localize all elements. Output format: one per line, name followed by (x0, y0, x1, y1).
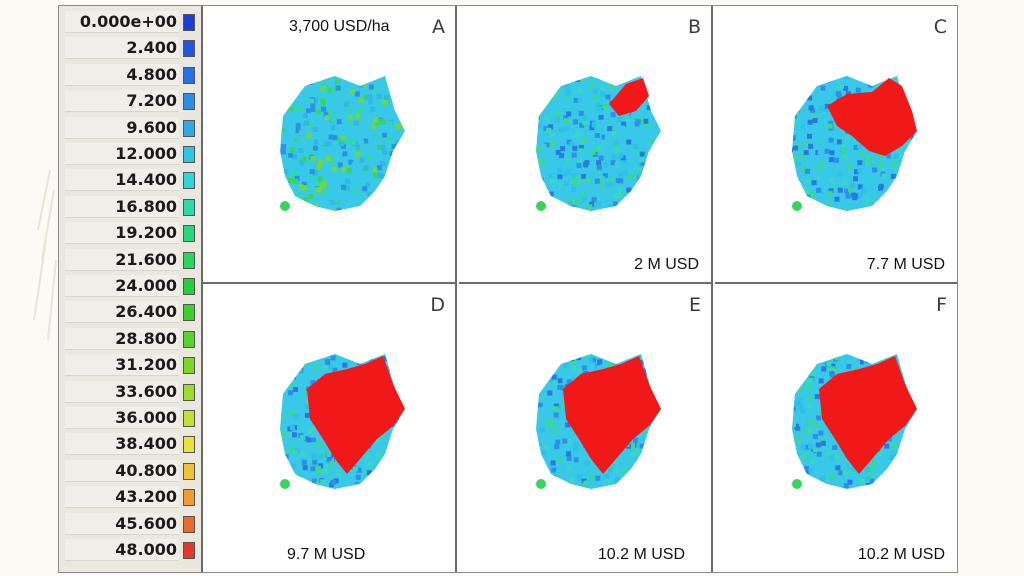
legend-swatch (183, 251, 195, 269)
legend-row: 36.000 (65, 407, 197, 429)
legend-value: 14.400 (65, 169, 179, 192)
legend-value: 45.600 (65, 512, 179, 535)
legend-row: 21.600 (65, 248, 197, 271)
color-legend: 0.000e+00 2.400 4.800 7.200 9.600 12.000 14.40… (59, 6, 203, 572)
panel-caption: 7.7 M USD (866, 256, 945, 273)
legend-swatch (183, 410, 195, 427)
legend-value: 40.800 (65, 459, 179, 482)
legend-swatch (183, 542, 195, 559)
legend-swatch (183, 119, 195, 137)
panel-letter: E (688, 294, 701, 316)
legend-value: 24.000 (65, 275, 179, 297)
panel-c: C 7.7 M USD (715, 6, 957, 284)
panel-caption: 10.2 M USD (857, 546, 945, 563)
legend-value: 16.800 (65, 195, 179, 218)
panel-letter: D (430, 294, 445, 316)
legend-swatch (183, 436, 195, 454)
panel-caption: 3,700 USD/ha (289, 18, 390, 35)
legend-swatch (183, 93, 195, 111)
legend-value: 0.000e+00 (65, 11, 179, 33)
panel-b: B 2 M USD (459, 6, 713, 284)
legend-value: 12.000 (65, 143, 179, 165)
legend-swatch (183, 515, 195, 533)
legend-row: 9.600 (65, 116, 197, 139)
legend-row: 0.000e+00 (65, 11, 197, 33)
legend-swatch (183, 489, 195, 507)
map-image (792, 76, 917, 211)
decorative-strokes (33, 170, 57, 340)
legend-value: 33.600 (65, 380, 179, 403)
panel-d: D 9.7 M USD (203, 284, 457, 572)
legend-row: 31.200 (65, 354, 197, 377)
legend-swatch (183, 14, 195, 31)
map-image (536, 354, 661, 489)
legend-row: 14.400 (65, 169, 197, 192)
legend-swatch (183, 198, 195, 216)
legend-swatch (183, 146, 195, 163)
legend-row: 40.800 (65, 459, 197, 482)
legend-value: 31.200 (65, 354, 179, 377)
legend-row: 28.800 (65, 327, 197, 350)
legend-row: 24.000 (65, 275, 197, 297)
legend-swatch (183, 330, 195, 348)
figure: 0.000e+00 2.400 4.800 7.200 9.600 12.000 14.40… (58, 5, 958, 573)
legend-value: 21.600 (65, 248, 179, 271)
legend-swatch (183, 225, 195, 243)
legend-swatch (183, 304, 195, 322)
panel-a: A 3,700 USD/ha (203, 6, 457, 284)
legend-row: 2.400 (65, 37, 197, 60)
map-image (536, 76, 661, 211)
panel-e: E 10.2 M USD (459, 284, 713, 572)
legend-value: 9.600 (65, 116, 179, 139)
panel-letter: F (936, 294, 947, 316)
legend-row: 16.800 (65, 195, 197, 218)
panel-letter: A (432, 16, 445, 38)
legend-swatch (183, 462, 195, 480)
panel-caption: 10.2 M USD (597, 546, 685, 563)
legend-row: 43.200 (65, 486, 197, 509)
legend-value: 36.000 (65, 407, 179, 429)
legend-swatch (183, 383, 195, 401)
legend-swatch (183, 40, 195, 58)
legend-value: 19.200 (65, 222, 179, 245)
legend-swatch (183, 66, 195, 84)
map-image (280, 76, 405, 211)
legend-value: 48.000 (65, 539, 179, 561)
legend-value: 28.800 (65, 327, 179, 350)
legend-swatch (183, 278, 195, 295)
legend-value: 7.200 (65, 90, 179, 113)
panel-caption: 2 M USD (634, 256, 699, 273)
legend-value: 43.200 (65, 486, 179, 509)
legend-swatch (183, 357, 195, 375)
legend-row: 19.200 (65, 222, 197, 245)
legend-row: 33.600 (65, 380, 197, 403)
panel-f: F 10.2 M USD (715, 284, 957, 572)
panel-caption: 9.7 M USD (287, 546, 366, 563)
map-image (792, 354, 917, 489)
legend-row: 45.600 (65, 512, 197, 535)
legend-row: 48.000 (65, 539, 197, 561)
panel-letter: B (687, 16, 701, 38)
legend-value: 26.400 (65, 301, 179, 324)
legend-row: 12.000 (65, 143, 197, 165)
panel-letter: C (933, 16, 947, 38)
map-image (280, 354, 405, 489)
legend-row: 4.800 (65, 63, 197, 86)
legend-value: 4.800 (65, 63, 179, 86)
legend-value: 2.400 (65, 37, 179, 60)
legend-row: 38.400 (65, 433, 197, 456)
legend-row: 7.200 (65, 90, 197, 113)
legend-row: 26.400 (65, 301, 197, 324)
legend-value: 38.400 (65, 433, 179, 456)
legend-swatch (183, 172, 195, 190)
